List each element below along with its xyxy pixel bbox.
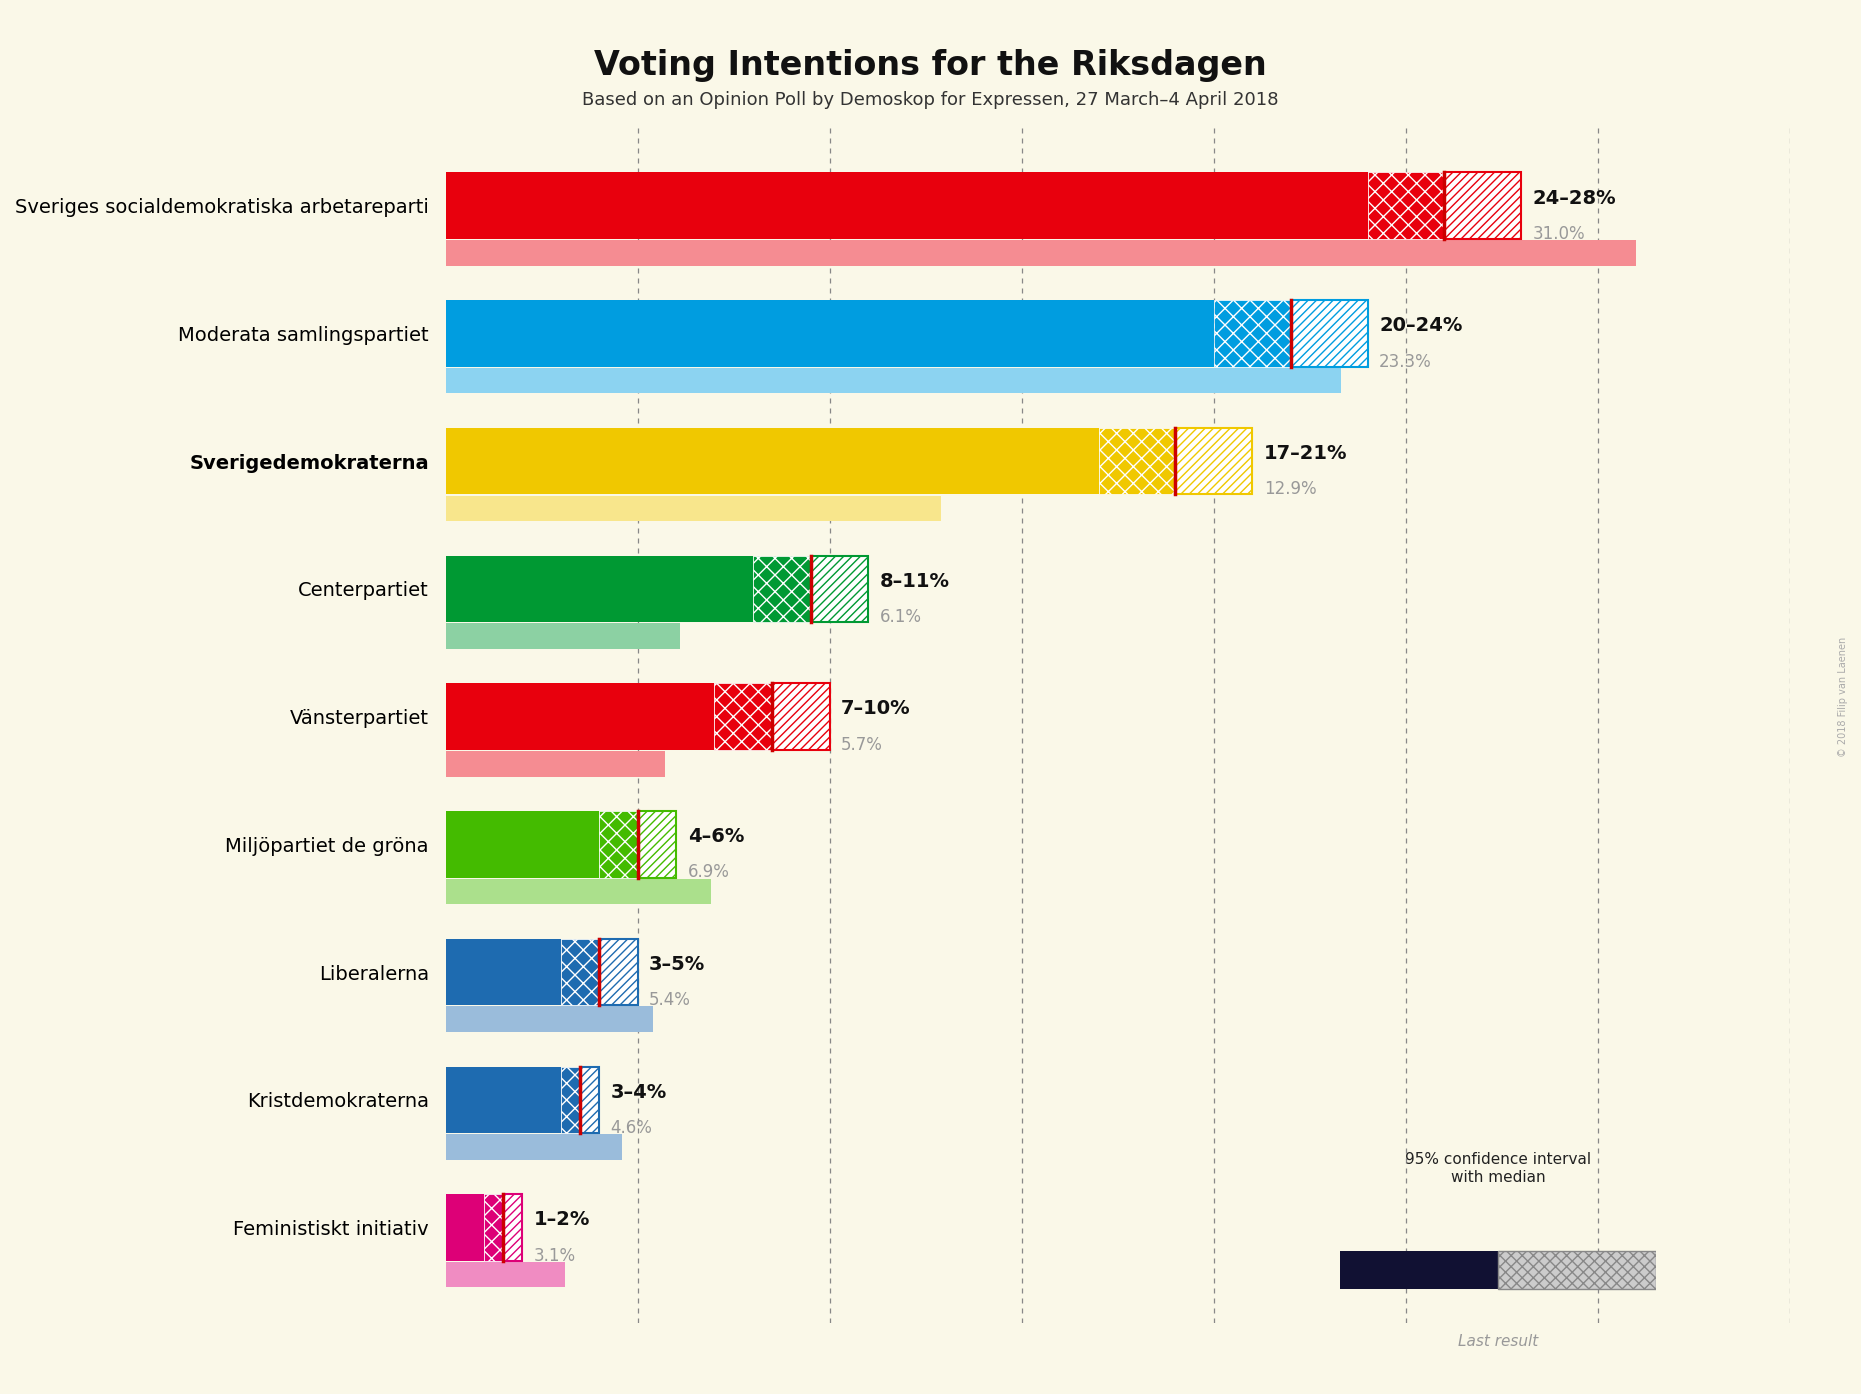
Text: 23.3%: 23.3% bbox=[1379, 353, 1431, 371]
Text: 8–11%: 8–11% bbox=[880, 572, 949, 591]
Bar bbox=[599, 938, 638, 1005]
Bar bbox=[599, 811, 638, 877]
Bar bbox=[502, 1195, 523, 1260]
Bar bbox=[811, 556, 867, 622]
Text: 95% confidence interval
with median: 95% confidence interval with median bbox=[1405, 1153, 1591, 1185]
Text: 24–28%: 24–28% bbox=[1533, 188, 1617, 208]
Text: Voting Intentions for the Riksdagen: Voting Intentions for the Riksdagen bbox=[594, 49, 1267, 82]
Bar bbox=[445, 683, 715, 750]
Bar bbox=[445, 878, 711, 905]
Bar bbox=[1292, 300, 1368, 367]
Bar bbox=[445, 300, 1213, 367]
Bar bbox=[811, 556, 867, 622]
Bar bbox=[1444, 173, 1520, 238]
Bar bbox=[1292, 300, 1368, 367]
Bar bbox=[445, 240, 1636, 266]
Bar bbox=[715, 683, 772, 750]
Text: 20–24%: 20–24% bbox=[1379, 316, 1463, 336]
Text: © 2018 Filip van Laenen: © 2018 Filip van Laenen bbox=[1839, 637, 1848, 757]
Text: 7–10%: 7–10% bbox=[841, 700, 910, 718]
Bar bbox=[445, 173, 1368, 238]
Text: 4–6%: 4–6% bbox=[687, 827, 744, 846]
Text: 4.6%: 4.6% bbox=[610, 1119, 653, 1138]
Bar bbox=[772, 683, 830, 750]
Bar bbox=[560, 938, 599, 1005]
Bar bbox=[445, 1066, 560, 1133]
Bar bbox=[1176, 428, 1252, 495]
Bar bbox=[1340, 1252, 1498, 1289]
Text: 3.1%: 3.1% bbox=[534, 1246, 577, 1264]
Bar bbox=[581, 1066, 599, 1133]
Bar bbox=[445, 556, 754, 622]
Text: 5.4%: 5.4% bbox=[649, 991, 690, 1009]
Bar bbox=[1098, 428, 1176, 495]
Bar bbox=[1213, 300, 1292, 367]
Text: 3–5%: 3–5% bbox=[649, 955, 705, 974]
Text: 1–2%: 1–2% bbox=[534, 1210, 590, 1230]
Bar bbox=[484, 1195, 502, 1260]
Bar bbox=[445, 1135, 622, 1160]
Text: 5.7%: 5.7% bbox=[841, 736, 884, 754]
Bar bbox=[1444, 173, 1520, 238]
Bar bbox=[445, 1195, 484, 1260]
Bar bbox=[560, 1066, 581, 1133]
Bar bbox=[1368, 173, 1444, 238]
Bar bbox=[638, 811, 676, 877]
Bar bbox=[445, 496, 942, 521]
Bar bbox=[599, 938, 638, 1005]
Text: 6.1%: 6.1% bbox=[880, 608, 921, 626]
Bar bbox=[581, 1066, 599, 1133]
Text: 17–21%: 17–21% bbox=[1264, 443, 1347, 463]
Bar bbox=[772, 683, 830, 750]
Text: 6.9%: 6.9% bbox=[687, 863, 730, 881]
Bar bbox=[445, 368, 1340, 393]
Bar bbox=[754, 556, 811, 622]
Bar bbox=[445, 428, 1098, 495]
Bar bbox=[502, 1195, 523, 1260]
Text: 3–4%: 3–4% bbox=[610, 1083, 666, 1101]
Bar bbox=[1176, 428, 1252, 495]
Text: Last result: Last result bbox=[1457, 1334, 1539, 1349]
Text: 12.9%: 12.9% bbox=[1264, 481, 1316, 498]
Bar bbox=[445, 811, 599, 877]
Bar bbox=[445, 751, 664, 776]
Bar bbox=[445, 1262, 564, 1288]
Bar bbox=[445, 1006, 653, 1032]
Bar bbox=[445, 623, 679, 648]
Bar bbox=[445, 938, 560, 1005]
Text: Based on an Opinion Poll by Demoskop for Expressen, 27 March–4 April 2018: Based on an Opinion Poll by Demoskop for… bbox=[582, 91, 1279, 109]
Bar bbox=[1498, 1252, 1656, 1289]
Bar bbox=[638, 811, 676, 877]
Text: 31.0%: 31.0% bbox=[1533, 224, 1586, 243]
